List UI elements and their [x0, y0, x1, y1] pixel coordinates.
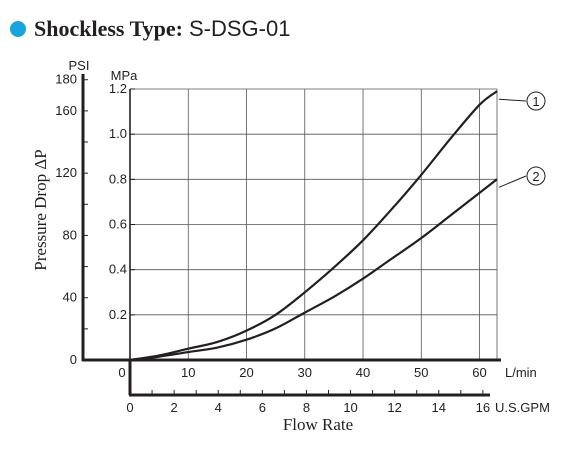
- gpm-tick-label: 10: [343, 400, 357, 415]
- series-2-callout-label: 2: [532, 169, 539, 184]
- title-label: Shockless Type:: [34, 16, 183, 41]
- mpa-tick-label: 0.6: [109, 217, 127, 232]
- y-axis-title: Pressure Drop ΔP: [31, 149, 50, 270]
- series-1-callout-circle: [526, 91, 546, 111]
- gpm-tick-label: 8: [303, 400, 310, 415]
- lmin-tick-label: 50: [414, 365, 428, 380]
- series-2-line: [129, 178, 498, 362]
- lmin-unit-label: L/min: [505, 365, 537, 380]
- mpa-unit-label: MPa: [111, 68, 139, 83]
- series-1-line: [129, 90, 498, 362]
- model-number: S-DSG-01: [188, 16, 291, 41]
- gpm-tick-label: 14: [432, 400, 446, 415]
- chart-title: Shockless Type: S-DSG-01: [10, 14, 290, 44]
- mpa-tick-label: 1.2: [109, 81, 127, 96]
- lmin-tick-label: 40: [356, 365, 370, 380]
- gpm-tick-label: 4: [215, 400, 222, 415]
- lmin-tick-label: 60: [472, 365, 486, 380]
- gpm-tick-label: 12: [387, 400, 401, 415]
- lmin-tick-label: 10: [181, 365, 195, 380]
- lmin-tick-label: 30: [298, 365, 312, 380]
- grid: [130, 88, 498, 360]
- axes: [81, 74, 501, 397]
- gpm-tick-label: 16: [476, 400, 490, 415]
- series-1-callout-label: 1: [532, 94, 539, 109]
- lmin-tick-label: 20: [239, 365, 253, 380]
- mpa-tick-label: 1.0: [109, 126, 127, 141]
- series-2-leader: [498, 175, 527, 188]
- psi-tick-label: 120: [55, 165, 77, 180]
- gpm-tick-label: 0: [126, 400, 133, 415]
- mpa-tick-label: 0.4: [109, 262, 127, 277]
- bullet-icon: [10, 21, 26, 37]
- psi-tick-label: 160: [55, 103, 77, 118]
- psi-tick-label: 180: [55, 72, 77, 87]
- gpm-unit-label: U.S.GPM: [495, 400, 550, 415]
- psi-tick-label: 80: [63, 227, 77, 242]
- mpa-tick-label: 0.8: [109, 171, 127, 186]
- gpm-tick-label: 2: [170, 400, 177, 415]
- series-2-callout-circle: [526, 166, 546, 186]
- lmin-tick-label: 0: [118, 365, 125, 380]
- mpa-tick-label: 0.2: [109, 307, 127, 322]
- psi-tick-label: 40: [63, 290, 77, 305]
- series-callouts: 12: [498, 91, 546, 188]
- gpm-tick-label: 6: [259, 400, 266, 415]
- psi-tick-label: 0: [70, 352, 77, 367]
- series-curves: [129, 90, 498, 362]
- series-1-leader: [498, 98, 527, 102]
- x-axis-title: Flow Rate: [283, 415, 353, 434]
- psi-unit-label: PSI: [69, 58, 90, 73]
